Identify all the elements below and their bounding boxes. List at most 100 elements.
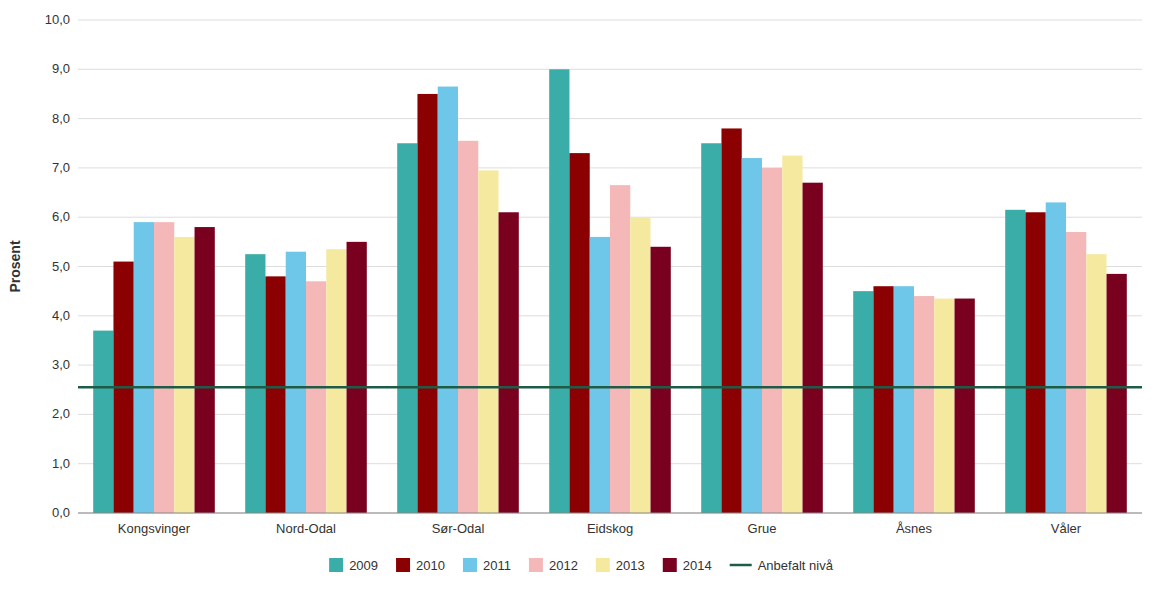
grid-line bbox=[78, 20, 1142, 21]
bar bbox=[803, 183, 823, 513]
tick-label: Åsnes bbox=[896, 521, 933, 536]
grid-line bbox=[78, 69, 1142, 70]
bar bbox=[1066, 232, 1086, 513]
tick-label: Grue bbox=[748, 521, 777, 536]
legend-swatch bbox=[529, 558, 543, 572]
bar bbox=[610, 185, 630, 513]
bar bbox=[1025, 212, 1045, 513]
tick-label: Sør-Odal bbox=[432, 521, 485, 536]
tick-label: Eidskog bbox=[587, 521, 633, 536]
bar bbox=[134, 222, 154, 513]
tick-label: 9,0 bbox=[52, 61, 70, 76]
legend-label: 2009 bbox=[349, 558, 378, 573]
bar bbox=[286, 252, 306, 513]
tick-label: Våler bbox=[1051, 521, 1082, 536]
tick-label: 0,0 bbox=[52, 505, 70, 520]
legend-swatch bbox=[663, 558, 677, 572]
legend-label: 2012 bbox=[549, 558, 578, 573]
grid-line bbox=[78, 513, 1142, 514]
legend-label: 2011 bbox=[483, 558, 511, 573]
reference-line bbox=[78, 386, 1142, 389]
bar bbox=[914, 296, 934, 513]
bar bbox=[1107, 274, 1127, 513]
bar bbox=[894, 286, 914, 513]
legend-item: 2009 bbox=[329, 558, 378, 573]
bars bbox=[93, 69, 1127, 513]
x-axis-line bbox=[78, 513, 1142, 514]
legend-item: Anbefalt nivå bbox=[730, 558, 834, 573]
bar bbox=[174, 237, 194, 513]
legend-swatch bbox=[596, 558, 610, 572]
bar bbox=[853, 291, 873, 513]
tick-label: 2,0 bbox=[52, 406, 70, 421]
legend-swatch bbox=[730, 564, 752, 567]
bar bbox=[590, 237, 610, 513]
series bbox=[154, 141, 1086, 513]
tick-label: Kongsvinger bbox=[118, 521, 191, 536]
bar bbox=[630, 217, 650, 513]
tick-label: 3,0 bbox=[52, 357, 70, 372]
legend-swatch bbox=[463, 558, 477, 572]
bar bbox=[306, 281, 326, 513]
bar bbox=[499, 212, 519, 513]
legend-swatch bbox=[396, 558, 410, 572]
bar bbox=[569, 153, 589, 513]
legend-label: 2013 bbox=[616, 558, 645, 573]
bar bbox=[721, 128, 741, 513]
bar bbox=[195, 227, 215, 513]
grid-line bbox=[78, 118, 1142, 119]
grid-line bbox=[78, 167, 1142, 168]
x-axis: Kongsvinger Nord-Odal Sør-Odal Eidskog Grue Å… bbox=[118, 521, 1082, 536]
series bbox=[134, 87, 1066, 513]
bar bbox=[397, 143, 417, 513]
bar bbox=[1005, 210, 1025, 513]
legend-label: Anbefalt nivå bbox=[758, 558, 834, 573]
bar bbox=[417, 94, 437, 513]
bar bbox=[154, 222, 174, 513]
legend-item: 2010 bbox=[396, 558, 445, 573]
tick-label: 8,0 bbox=[52, 111, 70, 126]
chart: 0,0 1,0 2,0 3,0 4,0 5,0 6,0 7,0 8,0 9,0 10,0 Prosen… bbox=[0, 0, 1162, 591]
axis-label: Prosent bbox=[7, 240, 23, 292]
tick-label: 4,0 bbox=[52, 308, 70, 323]
bar bbox=[458, 141, 478, 513]
tick-label: 10,0 bbox=[45, 12, 70, 27]
series bbox=[174, 156, 1106, 513]
bar bbox=[782, 156, 802, 513]
bar bbox=[701, 143, 721, 513]
bar bbox=[1086, 254, 1106, 513]
grid bbox=[78, 20, 1142, 513]
legend: 2009 2010 2011 2012 2013 2014 Anbefalt nivå bbox=[329, 558, 834, 573]
bar bbox=[438, 87, 458, 513]
bar bbox=[934, 299, 954, 513]
series bbox=[195, 183, 1127, 513]
tick-label: 7,0 bbox=[52, 160, 70, 175]
bar bbox=[245, 254, 265, 513]
legend-item: 2014 bbox=[663, 558, 712, 573]
bar bbox=[1046, 202, 1066, 513]
bar bbox=[549, 69, 569, 513]
legend-label: 2014 bbox=[683, 558, 712, 573]
bar bbox=[955, 299, 975, 513]
series bbox=[93, 69, 1025, 513]
bar bbox=[326, 249, 346, 513]
bar bbox=[873, 286, 893, 513]
legend-swatch bbox=[329, 558, 343, 572]
bar bbox=[478, 170, 498, 513]
tick-label: 1,0 bbox=[52, 456, 70, 471]
bar bbox=[93, 331, 113, 513]
bar bbox=[347, 242, 367, 513]
tick-label: 5,0 bbox=[52, 259, 70, 274]
series bbox=[113, 94, 1045, 513]
tick-label: Nord-Odal bbox=[276, 521, 336, 536]
legend-item: 2012 bbox=[529, 558, 578, 573]
bar bbox=[265, 276, 285, 513]
bar bbox=[742, 158, 762, 513]
legend-label: 2010 bbox=[416, 558, 445, 573]
bar bbox=[651, 247, 671, 513]
tick-label: 6,0 bbox=[52, 209, 70, 224]
bar bbox=[762, 168, 782, 513]
y-axis: 0,0 1,0 2,0 3,0 4,0 5,0 6,0 7,0 8,0 9,0 10,0 bbox=[45, 12, 70, 520]
legend-item: 2011 bbox=[463, 558, 511, 573]
legend-item: 2013 bbox=[596, 558, 645, 573]
